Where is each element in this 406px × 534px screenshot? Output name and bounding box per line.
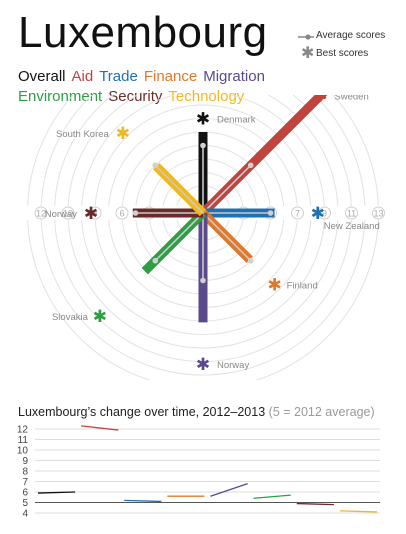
best-asterisk-icon: ✱ <box>196 110 210 130</box>
category-aid: Aid <box>71 68 94 85</box>
y-tick-label-5: 5 <box>22 498 28 509</box>
time-chart-title-note: (5 = 2012 average) <box>268 405 375 419</box>
radial-chart: 121086435791113✱Denmark✱Sweden✱New Zeala… <box>20 95 386 380</box>
trend-line-trade <box>124 499 162 503</box>
scale-label-circle <box>34 206 48 220</box>
average-dot-environment <box>152 257 159 264</box>
scale-label-text: 13 <box>373 209 383 219</box>
scale-label-circle <box>345 206 358 220</box>
best-country-label: Norway <box>217 360 249 371</box>
scale-label-text: 11 <box>347 209 356 219</box>
scale-label-text: 8 <box>92 209 97 219</box>
scale-label-circle <box>88 206 102 220</box>
best-asterisk-icon: ✱ <box>84 204 98 224</box>
scale-label-text: 7 <box>295 209 300 219</box>
best-country-label: Norway <box>45 209 77 220</box>
scale-label-circle <box>61 206 75 220</box>
average-dot-security <box>132 210 139 216</box>
y-tick-label-9: 9 <box>22 456 28 467</box>
trend-line-technology <box>339 510 378 513</box>
spoke-aid: ✱ Sweden <box>199 95 369 217</box>
scale-label-text: 9 <box>322 209 327 219</box>
category-trade: Trade <box>99 68 138 85</box>
average-dot-overall <box>200 142 206 149</box>
y-tick-label-7: 7 <box>22 477 28 488</box>
scale-label-13: 13 <box>372 206 385 220</box>
average-dot-aid <box>247 162 254 169</box>
best-asterisk-icon: ✱ <box>93 307 107 327</box>
average-dot-technology <box>152 162 159 169</box>
best-country-label: South Korea <box>56 129 110 140</box>
spoke-migration: ✱ Norway <box>196 213 249 375</box>
best-country-label: Slovakia <box>52 312 89 323</box>
average-line-aid <box>202 164 252 214</box>
scale-label-circle <box>291 206 304 220</box>
trend-line-security <box>296 502 334 506</box>
scale-label-10: 10 <box>61 206 75 220</box>
trend-line-overall <box>37 491 76 494</box>
average-marker-icon <box>298 34 314 40</box>
spoke-environment: ✱ Slovakia <box>52 209 207 327</box>
average-dot-migration <box>200 277 206 284</box>
y-tick-label-4: 4 <box>22 509 28 520</box>
scale-label-6: 6 <box>115 206 129 220</box>
category-technology: Technology <box>168 88 245 105</box>
scale-label-text: 12 <box>36 209 46 219</box>
y-tick-label-6: 6 <box>22 488 28 499</box>
time-chart-title: Luxembourg’s change over time, 2012–2013… <box>18 405 375 419</box>
category-overall: Overall <box>18 68 66 85</box>
trend-line-environment <box>253 494 291 499</box>
trend-line-aid <box>81 425 119 431</box>
page-title: Luxembourg <box>18 8 268 57</box>
scale-label-8: 8 <box>88 206 102 220</box>
average-line-finance <box>202 212 252 262</box>
spoke-overall: ✱ Denmark <box>196 110 256 213</box>
best-country-label: Finland <box>287 281 318 292</box>
y-tick-label-8: 8 <box>22 467 28 478</box>
best-asterisk-icon: ✱ <box>267 276 281 296</box>
best-asterisk-icon: ✱ <box>311 204 325 224</box>
y-tick-label-11: 11 <box>18 435 29 446</box>
scale-label-9: 9 <box>318 206 331 220</box>
asterisk-icon: ✱ <box>301 45 315 62</box>
category-legend-row-2: Environment Security Technology <box>18 88 250 106</box>
best-asterisk-icon: ✱ <box>313 95 327 107</box>
spoke-finance: ✱ Finland <box>199 209 318 296</box>
average-dot-trade <box>267 210 274 216</box>
scale-label-12: 12 <box>34 206 48 220</box>
best-asterisk-icon: ✱ <box>196 355 210 375</box>
best-country-label: Sweden <box>334 95 368 103</box>
scale-label-circle <box>372 206 385 220</box>
legend-best-label: Best scores <box>316 48 369 59</box>
scale-label-circle <box>115 206 129 220</box>
scale-label-11: 11 <box>345 206 358 220</box>
average-line-technology <box>154 164 204 214</box>
y-tick-label-10: 10 <box>17 446 29 457</box>
scale-label-circle <box>318 206 331 220</box>
scale-label-text: 10 <box>63 209 73 219</box>
scale-label-text: 6 <box>119 209 124 219</box>
best-country-label: Denmark <box>217 115 256 126</box>
spoke-security: ✱ Norway <box>45 204 203 224</box>
average-line-environment <box>154 212 204 262</box>
legend-average-label: Average scores <box>316 30 386 41</box>
y-tick-label-12: 12 <box>17 425 29 436</box>
trend-line-migration <box>210 482 248 497</box>
spoke-trade: ✱New Zealand <box>203 204 380 232</box>
category-migration: Migration <box>203 68 265 85</box>
category-legend-row-1: Overall Aid Trade Finance Migration <box>18 68 271 86</box>
average-dot-finance <box>247 257 254 264</box>
best-country-label: New Zealand <box>324 221 380 232</box>
category-finance: Finance <box>143 68 198 85</box>
scale-label-7: 7 <box>291 206 304 220</box>
time-chart-title-text: Luxembourg’s change over time, 2012–2013 <box>18 405 266 419</box>
best-asterisk-icon: ✱ <box>116 124 130 144</box>
spoke-technology: ✱ South Korea <box>56 124 207 217</box>
category-environment: Environment <box>18 88 103 105</box>
